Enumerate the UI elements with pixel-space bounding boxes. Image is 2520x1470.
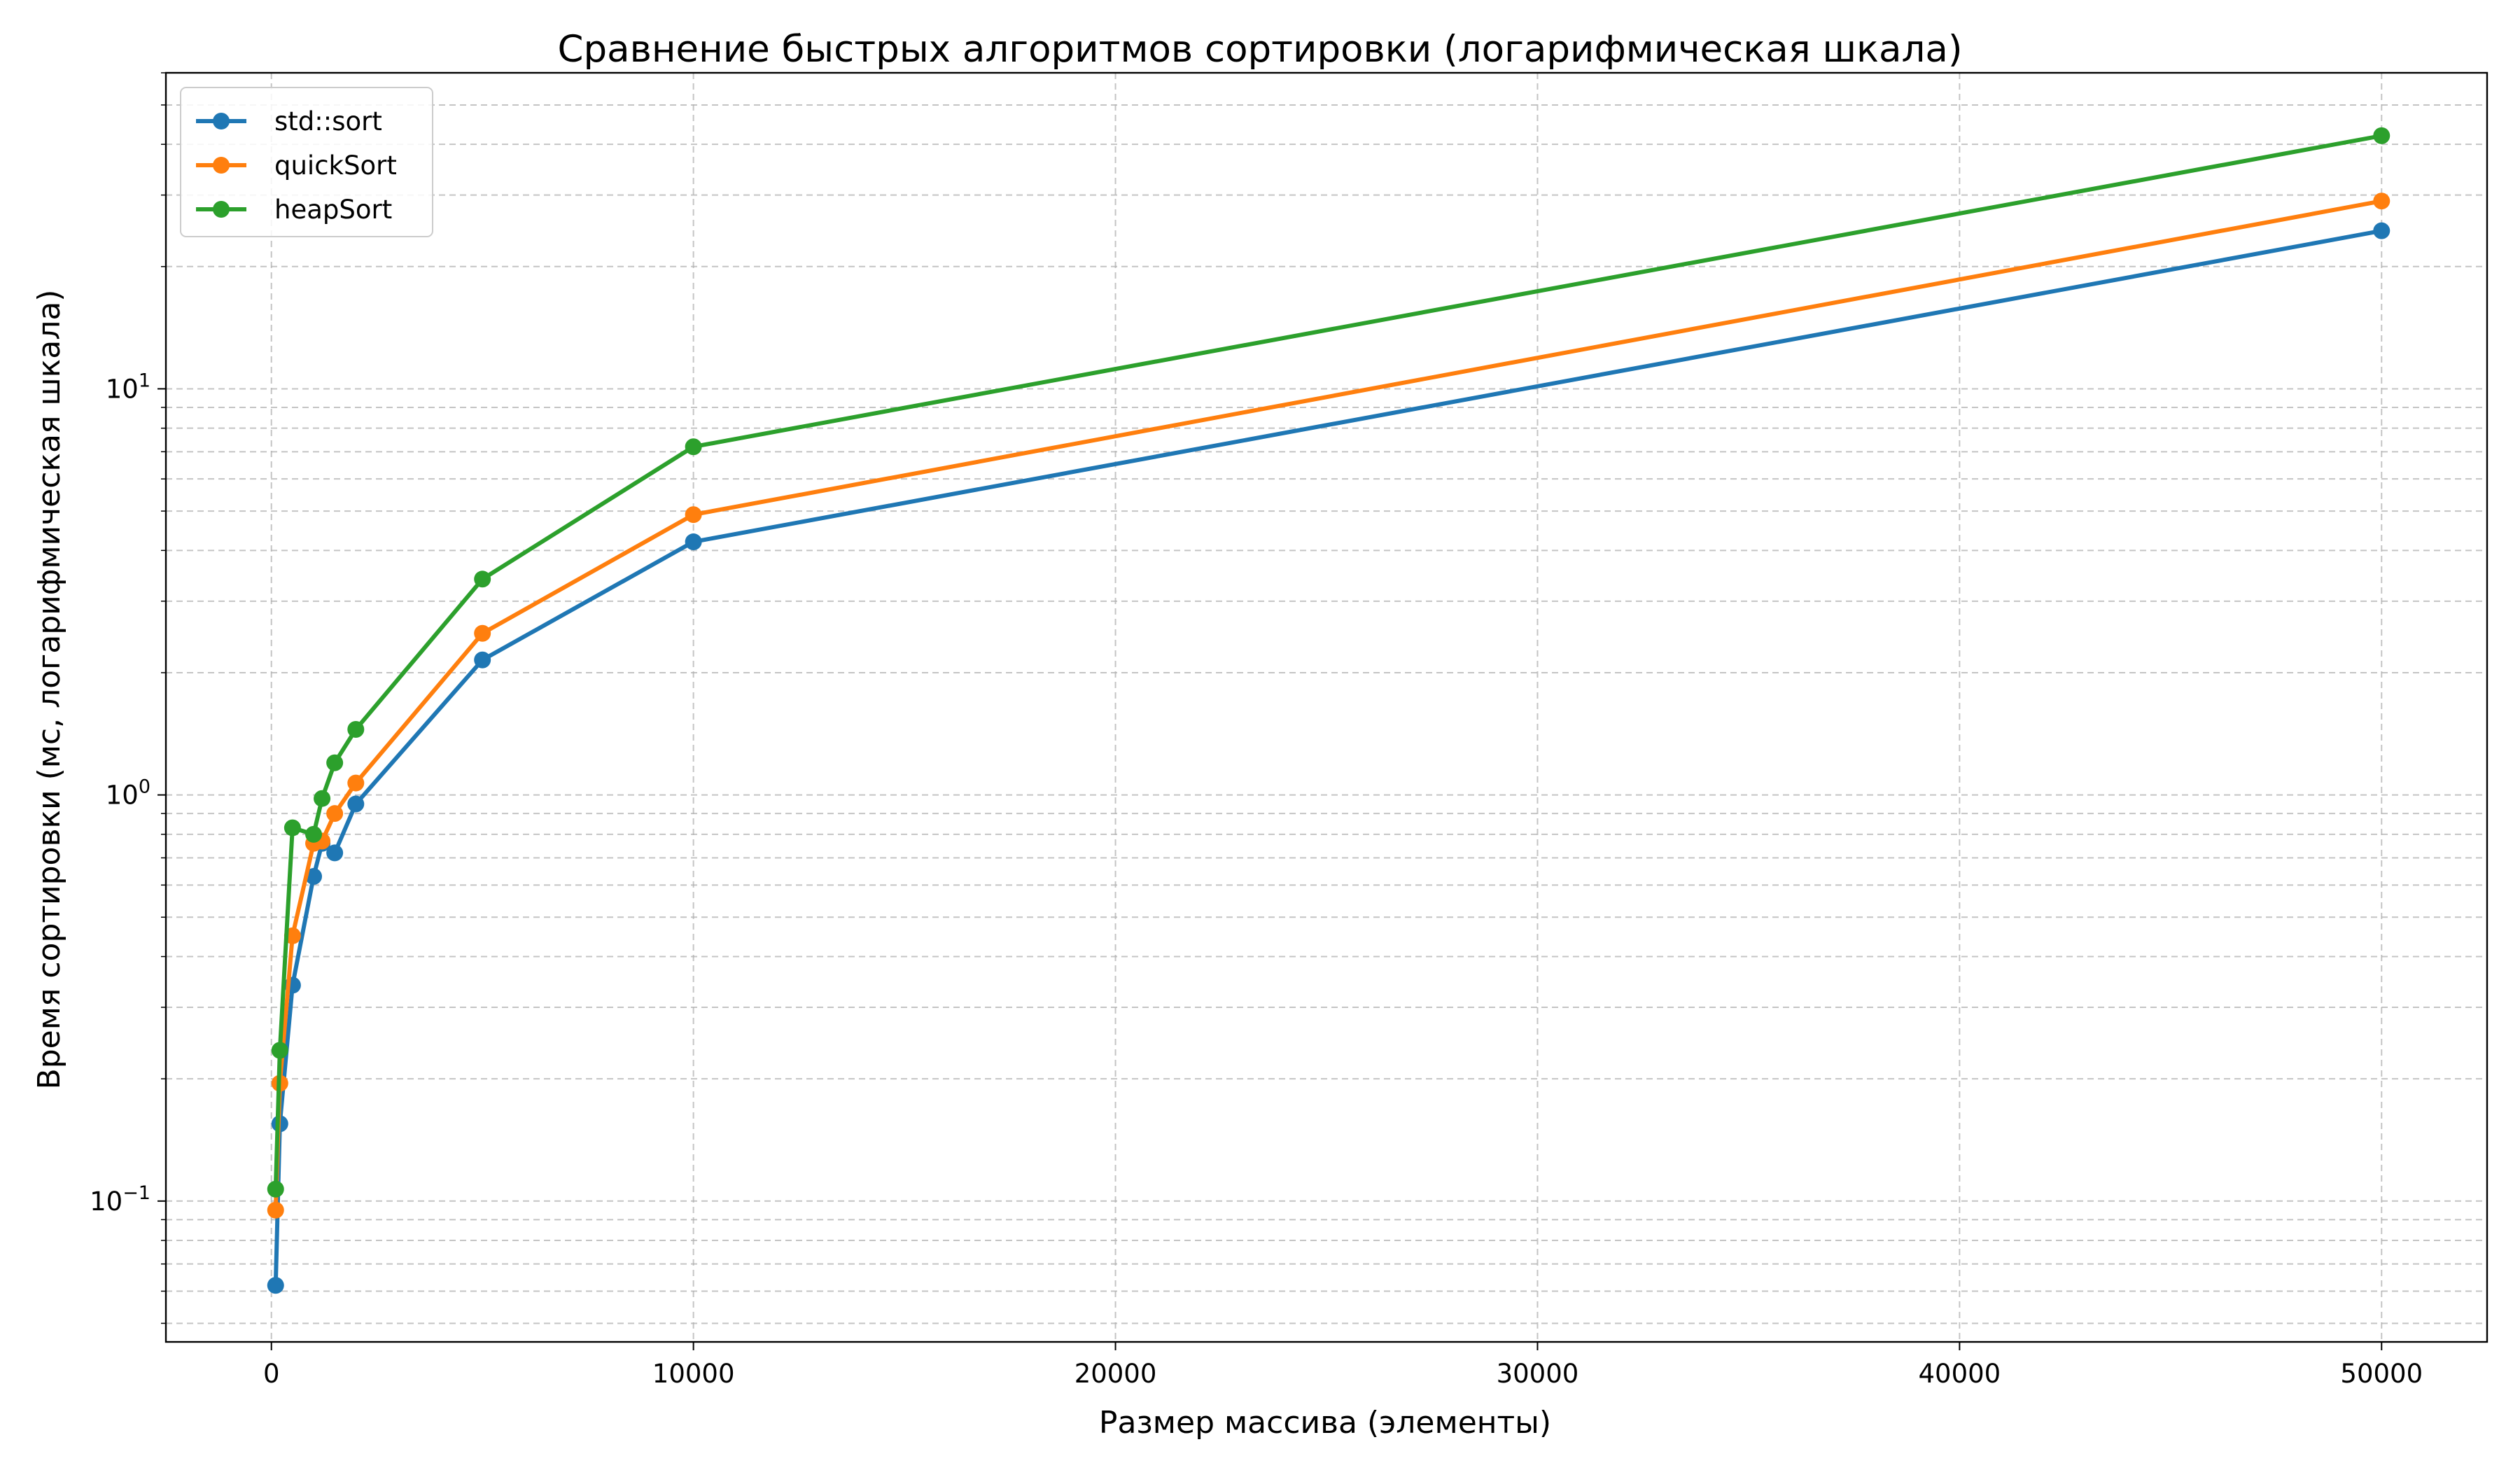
data-point bbox=[347, 774, 365, 792]
data-point bbox=[474, 570, 491, 588]
x-axis-label: Размер массива (элементы) bbox=[1099, 1405, 1551, 1441]
legend-label: heapSort bbox=[274, 195, 392, 225]
data-point bbox=[2373, 192, 2390, 210]
x-tick-label: 30000 bbox=[1497, 1359, 1579, 1389]
data-point bbox=[347, 721, 365, 738]
data-point bbox=[685, 506, 702, 524]
data-point bbox=[326, 844, 344, 862]
series-line bbox=[273, 199, 2384, 1212]
data-point bbox=[685, 533, 702, 551]
data-point bbox=[326, 754, 344, 771]
data-point bbox=[474, 651, 491, 668]
data-point bbox=[267, 1201, 284, 1219]
x-tick-label: 10000 bbox=[652, 1359, 735, 1389]
series-heapsort bbox=[267, 127, 2390, 1198]
data-point bbox=[305, 868, 323, 886]
data-point bbox=[271, 1042, 288, 1059]
data-point bbox=[284, 819, 301, 836]
series-line bbox=[273, 133, 2384, 1191]
legend-swatch-marker bbox=[213, 201, 230, 218]
data-point bbox=[267, 1180, 284, 1198]
data-point bbox=[2373, 127, 2390, 144]
y-tick-label: 100 bbox=[106, 776, 150, 811]
data-point bbox=[314, 790, 331, 807]
x-tick-label: 40000 bbox=[1919, 1359, 2001, 1389]
x-tick-label: 50000 bbox=[2340, 1359, 2423, 1389]
data-point bbox=[305, 825, 323, 843]
y-axis-label: Время сортировки (мс, логарифмическая шк… bbox=[31, 290, 67, 1090]
plot-frame bbox=[164, 71, 2488, 1343]
series-layer bbox=[267, 127, 2390, 1294]
data-point bbox=[267, 1277, 284, 1294]
y-tick-label: 10−1 bbox=[90, 1182, 150, 1217]
legend-box bbox=[180, 87, 433, 237]
data-point bbox=[685, 438, 702, 456]
legend-label: std::sort bbox=[274, 106, 382, 136]
axis-ticks: 0 10000 20000 30000 40000 50000 10−1 100 101 bbox=[90, 72, 2423, 1389]
x-tick-label: 0 bbox=[263, 1359, 280, 1389]
x-tick-label: 20000 bbox=[1074, 1359, 1157, 1389]
data-point bbox=[474, 624, 491, 642]
legend-label: quickSort bbox=[274, 150, 397, 181]
y-tick-label: 101 bbox=[106, 370, 150, 404]
legend-swatch-marker bbox=[213, 113, 230, 130]
chart-title: Сравнение быстрых алгоритмов сортировки … bbox=[557, 28, 1962, 71]
grid bbox=[166, 72, 2487, 1342]
data-point bbox=[326, 805, 344, 822]
data-point bbox=[2373, 222, 2390, 239]
legend-swatch-marker bbox=[213, 157, 230, 174]
data-point bbox=[347, 795, 365, 813]
